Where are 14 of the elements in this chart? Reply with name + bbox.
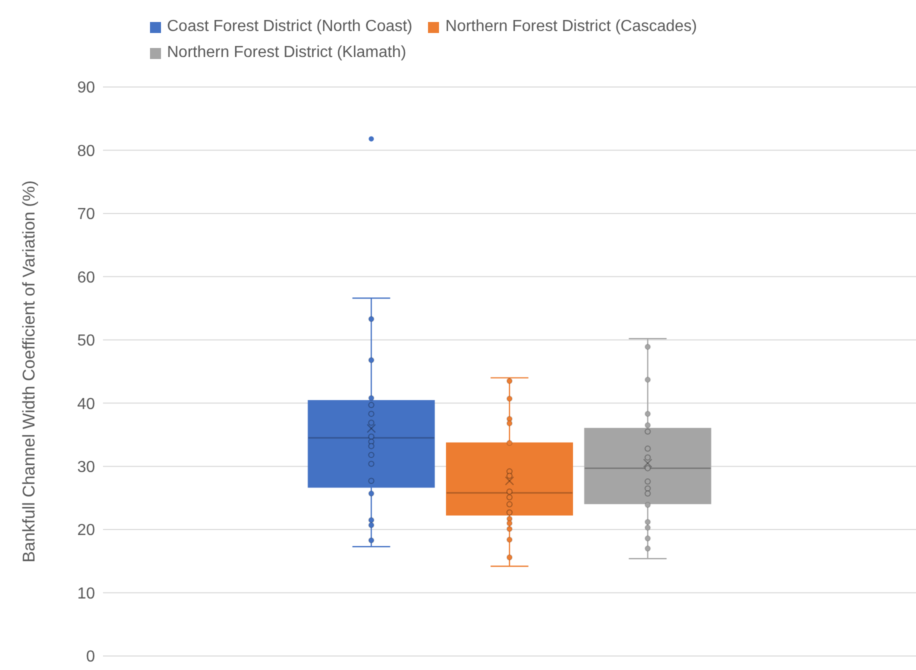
y-tick-label: 80 [77,142,96,160]
y-tick-label: 70 [77,206,96,224]
y-tick-label: 50 [77,332,96,350]
y-tick-label: 40 [77,396,96,413]
y-tick-label: 10 [77,585,96,602]
legend-label: Northern Forest District (Cascades) [445,18,698,36]
legend-label: Northern Forest District (Klamath) [167,44,406,62]
legend-label: Coast Forest District (North Coast) [167,18,412,36]
y-axis-title: Bankfull Channel Width Coefficient of Variation (%) [19,180,38,563]
y-tick-label: 60 [77,269,96,286]
y-tick-label: 20 [77,522,96,540]
y-tick-label: 30 [77,459,96,476]
y-tick-label: 90 [77,80,96,97]
y-tick-label: 0 [86,648,96,666]
